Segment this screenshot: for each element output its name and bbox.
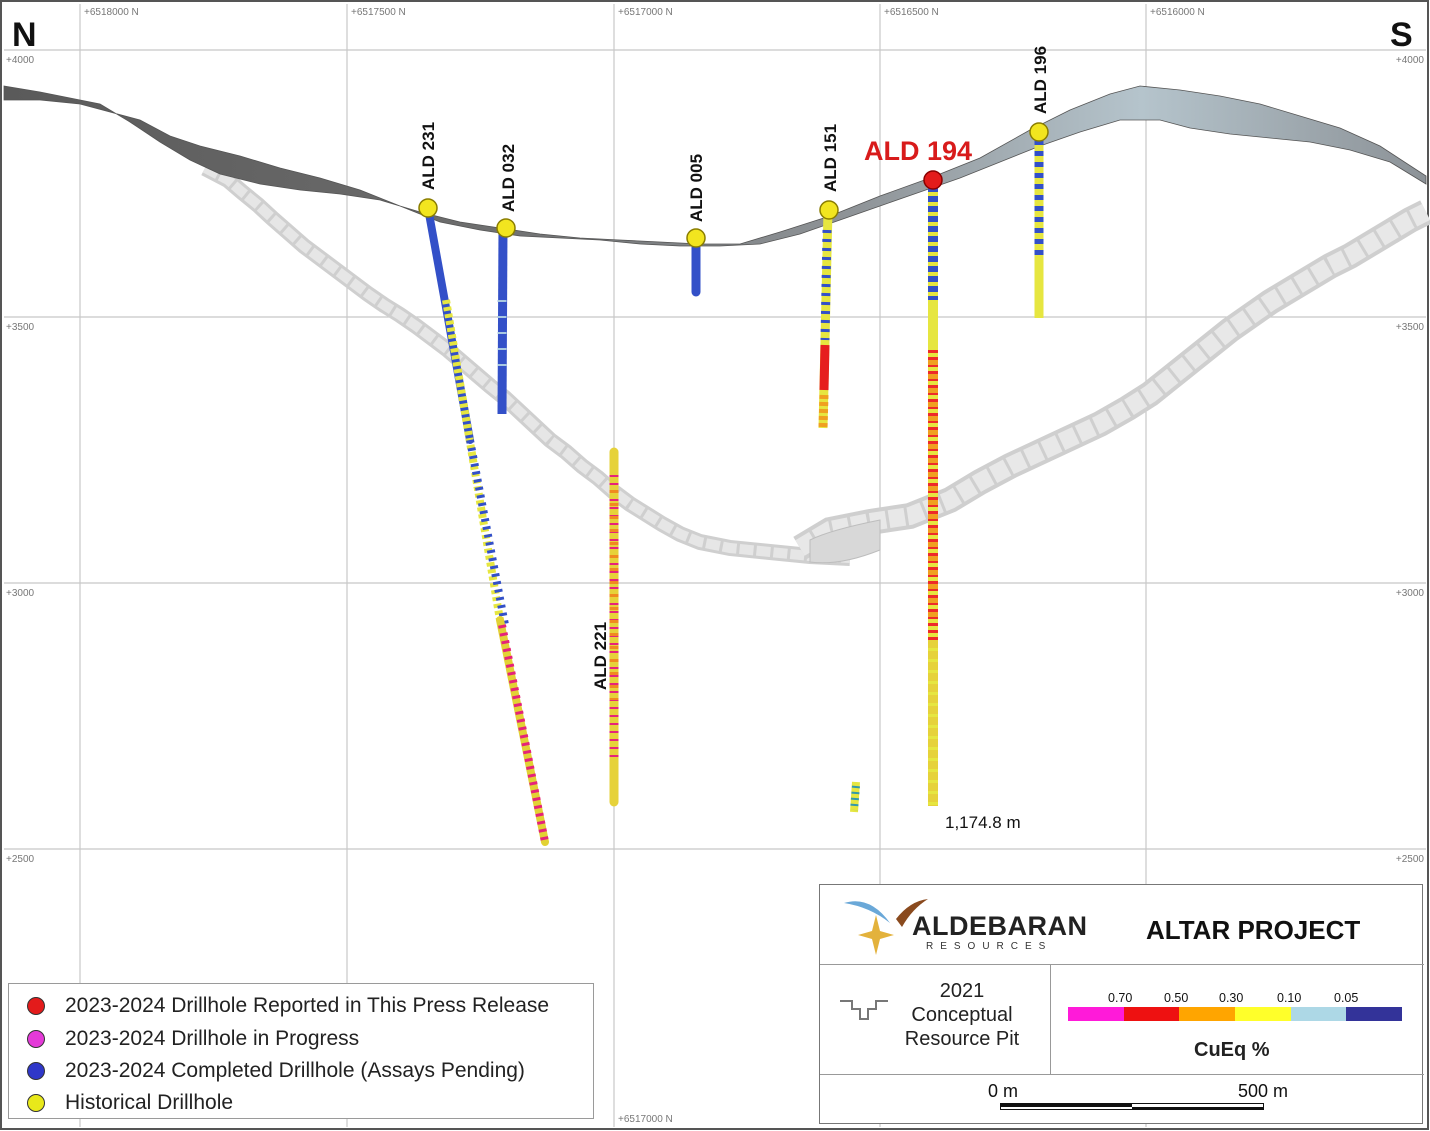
depth-annotation: 1,174.8 m	[945, 813, 1021, 832]
conceptual-pit-shell	[201, 160, 1430, 566]
elevation-label: +3000	[6, 588, 35, 599]
hole-label-ald-151: ALD 151	[821, 124, 840, 192]
red-dot-icon	[27, 997, 45, 1015]
drillhole-ald-032	[497, 227, 508, 415]
scale-end-label: 500 m	[1238, 1081, 1289, 1101]
drillhole-ald-231	[424, 204, 549, 846]
elevation-label: +2500	[1396, 854, 1425, 865]
collar-markers	[418, 122, 1049, 248]
collar-ald-196	[1029, 122, 1049, 142]
pit-symbol-icon	[840, 1000, 888, 1020]
legend-label: 2023-2024 Drillhole in Progress	[65, 1027, 360, 1050]
yellow-dot-icon	[27, 1094, 45, 1112]
cueq-color-bar	[1068, 1007, 1403, 1021]
aldebaran-logo-icon	[844, 899, 928, 955]
elevation-label: +4000	[1396, 55, 1425, 66]
elevation-label: +4000	[6, 55, 35, 66]
collar-ald-005	[686, 228, 706, 248]
northing-label: +6518000 N	[84, 7, 139, 18]
legend-item-completed: 2023-2024 Completed Drillhole (Assays Pe…	[27, 1059, 525, 1083]
blue-dot-icon	[27, 1062, 45, 1080]
legend-label: 2023-2024 Completed Drillhole (Assays Pe…	[65, 1059, 525, 1082]
cueq-label: CuEq %	[1194, 1039, 1270, 1061]
legend-label: Historical Drillhole	[65, 1091, 234, 1114]
drillhole-traces	[424, 132, 1044, 846]
hole-label-ald-196: ALD 196	[1031, 46, 1050, 114]
cueq-tick: 0.10	[1277, 991, 1302, 1005]
legend: 2023-2024 Drillhole Reported in This Pre…	[8, 983, 594, 1119]
collar-ald-032	[496, 218, 516, 238]
northing-label: +6517000 N	[618, 7, 673, 18]
northing-label: +6517000 N	[618, 1114, 673, 1125]
cueq-tick: 0.05	[1334, 991, 1359, 1005]
elevation-label: +3500	[6, 322, 35, 333]
cueq-tick: 0.70	[1108, 991, 1133, 1005]
elevation-label: +3500	[1396, 322, 1425, 333]
magenta-dot-icon	[27, 1030, 45, 1048]
company-subtitle: RESOURCES	[926, 941, 1053, 952]
northing-label: +6516500 N	[884, 7, 939, 18]
hole-label-ald-194: ALD 194	[864, 136, 972, 166]
legend-label: 2023-2024 Drillhole Reported in This Pre…	[65, 994, 550, 1017]
collar-ald-194	[923, 170, 943, 190]
hole-label-ald-221: ALD 221	[591, 622, 610, 690]
elevation-label: +2500	[6, 854, 35, 865]
company-name: ALDEBARAN	[912, 911, 1088, 941]
northing-label: +6517500 N	[351, 7, 406, 18]
hole-label-ald-231: ALD 231	[419, 122, 438, 190]
collar-ald-151	[819, 200, 839, 220]
project-title: ALTAR PROJECT	[1146, 915, 1361, 945]
hole-label-ald-032: ALD 032	[499, 144, 518, 212]
northing-label: +6516000 N	[1150, 7, 1205, 18]
scale-start-label: 0 m	[988, 1081, 1019, 1101]
cueq-tick: 0.50	[1164, 991, 1189, 1005]
title-block: ALDEBARAN RESOURCES ALTAR PROJECT 2021 C…	[819, 884, 1424, 1124]
collar-ald-231	[418, 198, 438, 218]
topography-surface	[3, 85, 1427, 247]
drillhole-ald-151	[818, 209, 833, 429]
cueq-tick: 0.30	[1219, 991, 1244, 1005]
legend-item-in-progress: 2023-2024 Drillhole in Progress	[27, 1027, 359, 1051]
pit-legend-text: 2021 Conceptual Resource Pit	[904, 980, 1020, 1050]
legend-item-historical: Historical Drillhole	[27, 1091, 233, 1115]
drillhole-short-trace	[850, 781, 860, 813]
legend-item-reported: 2023-2024 Drillhole Reported in This Pre…	[27, 994, 549, 1018]
compass-south: S	[1390, 16, 1413, 54]
hole-label-ald-005: ALD 005	[687, 154, 706, 222]
compass-north: N	[12, 16, 37, 54]
elevation-label: +3000	[1396, 588, 1425, 599]
